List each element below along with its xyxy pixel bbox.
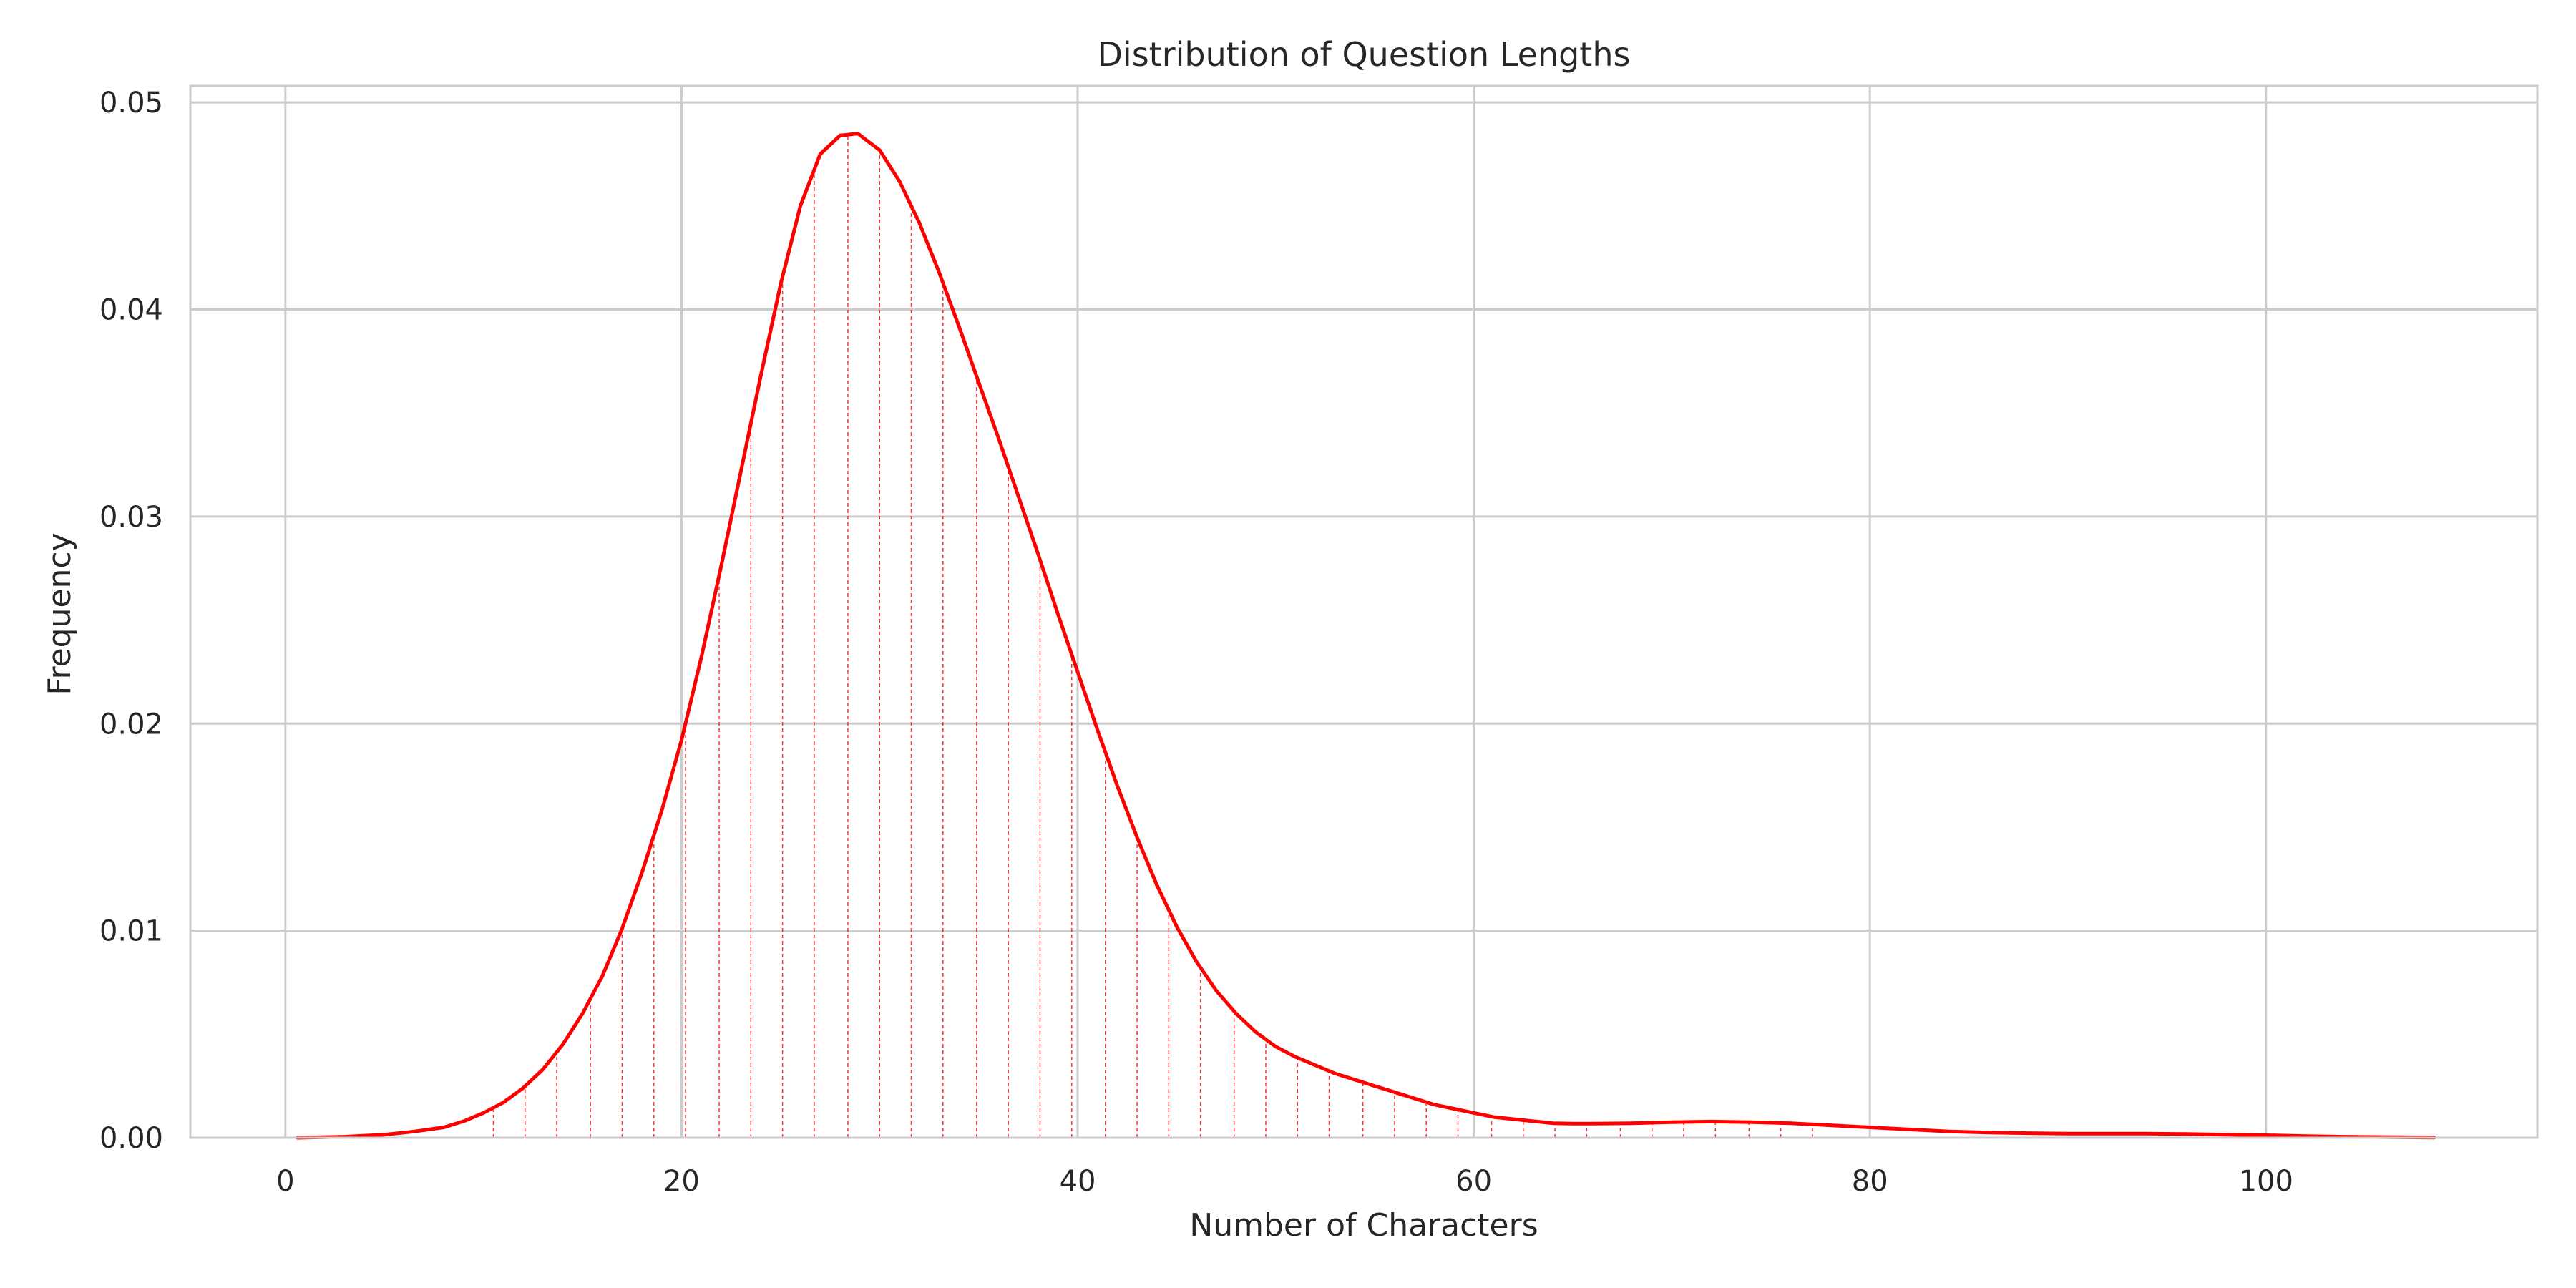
y-tick-label: 0.04	[99, 294, 163, 327]
x-tick-label: 40	[1060, 1165, 1096, 1198]
x-tick-label: 100	[2239, 1165, 2293, 1198]
chart-title: Distribution of Question Lengths	[1098, 35, 1631, 74]
x-tick-label: 0	[276, 1165, 294, 1198]
x-tick-label: 80	[1852, 1165, 1888, 1198]
grid	[190, 86, 2537, 1139]
y-tick-label: 0.00	[99, 1122, 163, 1155]
y-axis-label: Frequency	[42, 532, 78, 695]
y-tick-label: 0.01	[99, 915, 163, 948]
plot-frame	[189, 84, 2539, 1139]
x-tick-label: 20	[663, 1165, 700, 1198]
drop-lines	[492, 135, 1813, 1138]
x-tick-labels: 0 20 40 60 80 100	[276, 1165, 2293, 1198]
y-tick-label: 0.05	[99, 87, 163, 119]
series	[296, 132, 2436, 1140]
x-tick-label: 60	[1455, 1165, 1492, 1198]
y-tick-label: 0.02	[99, 708, 163, 741]
y-tick-labels: 0.00 0.01 0.02 0.03 0.04 0.05	[99, 87, 163, 1155]
y-tick-label: 0.03	[99, 501, 163, 534]
density-line	[296, 132, 2436, 1140]
x-axis-label: Number of Characters	[1189, 1207, 1538, 1244]
